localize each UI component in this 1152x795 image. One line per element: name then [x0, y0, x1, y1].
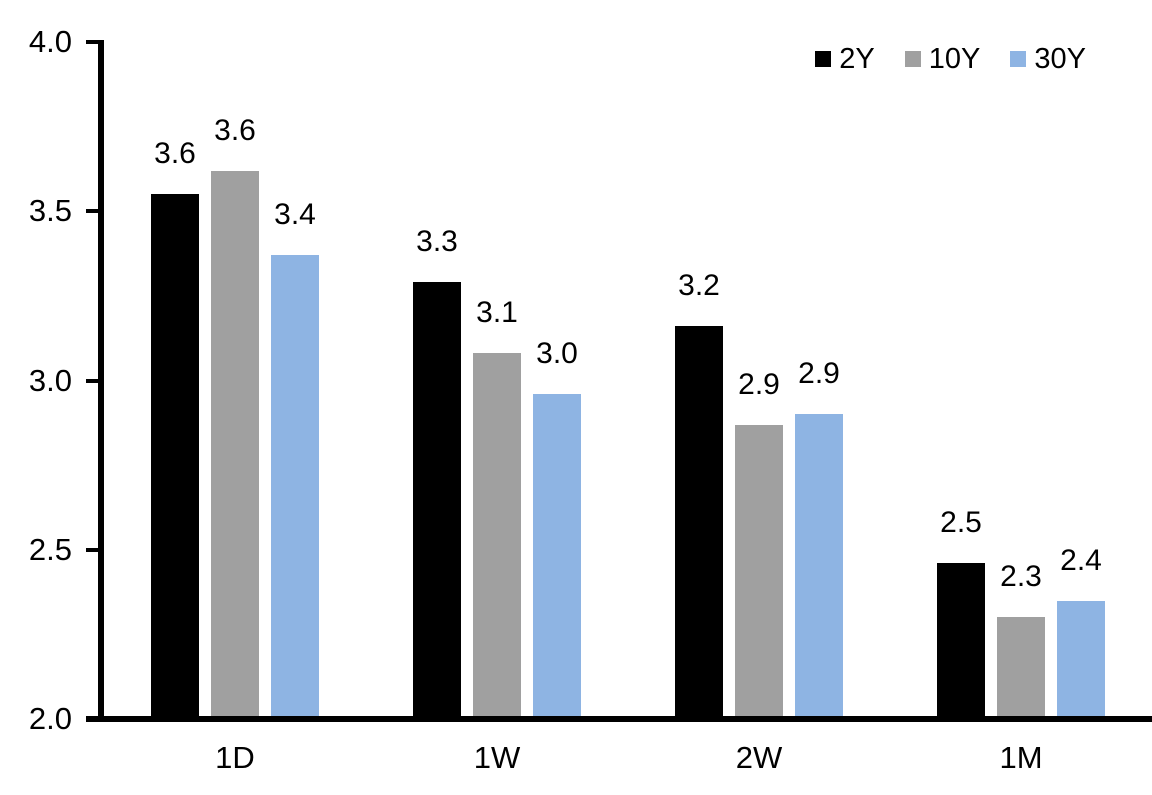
bar-2Y-1W: [413, 282, 461, 716]
bar-30Y-2W: [795, 414, 843, 716]
bar-value-label: 3.0: [536, 337, 578, 370]
bar-value-label: 3.6: [214, 114, 256, 147]
legend-item-30Y: 30Y: [1010, 42, 1086, 76]
bar-30Y-1W: [533, 394, 581, 716]
bar-value-label: 3.2: [678, 269, 720, 302]
bar-value-label: 3.6: [154, 137, 196, 170]
bar-value-label: 3.4: [274, 198, 316, 231]
x-category-label-1W: 1W: [473, 740, 521, 775]
y-tick-mark: [86, 717, 104, 721]
y-tick-mark: [86, 548, 104, 552]
legend-label: 2Y: [839, 43, 875, 75]
bar-value-label: 2.9: [798, 357, 840, 390]
bar-10Y-2W: [735, 425, 783, 716]
bar-10Y-1D: [211, 171, 259, 716]
legend-item-2Y: 2Y: [815, 42, 875, 76]
y-tick-label: 4.0: [28, 24, 72, 59]
bar-value-label: 2.9: [738, 368, 780, 401]
bar-10Y-1M: [997, 617, 1045, 716]
x-category-label-1M: 1M: [999, 740, 1043, 775]
bar-2Y-1M: [937, 563, 985, 716]
x-category-label-1D: 1D: [215, 740, 255, 775]
bar-30Y-1D: [271, 255, 319, 716]
bar-2Y-1D: [151, 194, 199, 716]
x-category-label-2W: 2W: [735, 740, 783, 775]
bar-value-label: 3.3: [416, 225, 458, 258]
bar-30Y-1M: [1057, 601, 1105, 716]
legend-swatch-icon: [904, 51, 921, 67]
y-tick-label: 3.0: [28, 363, 72, 398]
bar-value-label: 2.3: [1000, 560, 1042, 593]
bar-value-label: 2.4: [1060, 544, 1102, 577]
y-tick-label: 2.5: [28, 532, 72, 567]
y-tick-mark: [86, 40, 104, 44]
y-tick-label: 2.0: [28, 701, 72, 736]
bar-2Y-2W: [675, 326, 723, 716]
legend-item-10Y: 10Y: [904, 42, 981, 76]
legend-label: 30Y: [1034, 43, 1086, 75]
legend-swatch-icon: [815, 51, 832, 67]
legend-label: 10Y: [928, 43, 981, 75]
bar-value-label: 2.5: [940, 506, 982, 539]
y-tick-label: 3.5: [28, 193, 72, 228]
legend: 2Y 10Y 30Y: [815, 42, 1086, 76]
bar-10Y-1W: [473, 353, 521, 716]
legend-swatch-icon: [1010, 51, 1027, 67]
bar-value-label: 3.1: [476, 296, 518, 329]
x-axis-line: [86, 716, 1152, 722]
y-tick-mark: [86, 209, 104, 213]
y-tick-mark: [86, 379, 104, 383]
